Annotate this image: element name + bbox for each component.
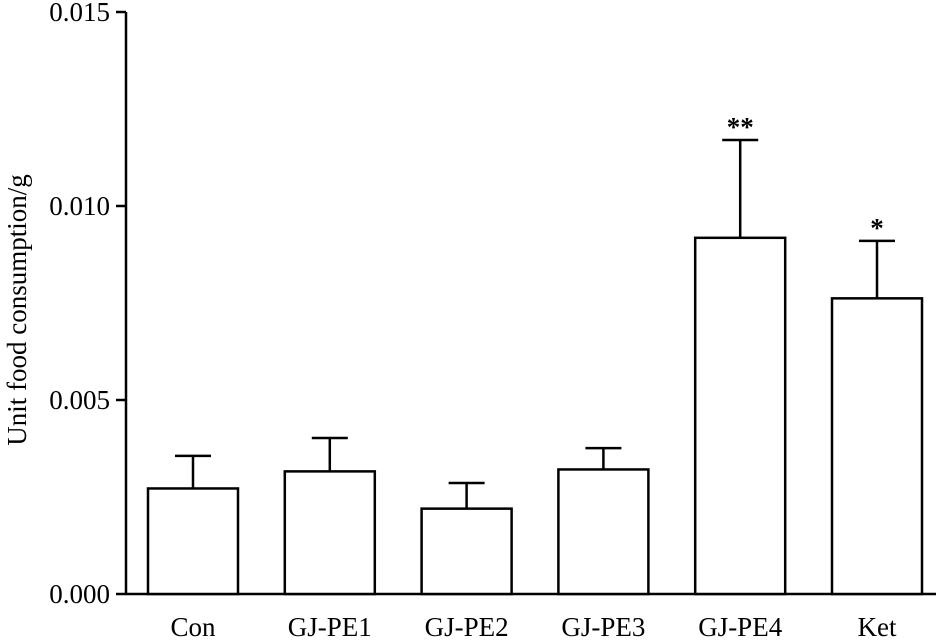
- x-tick-label: Con: [170, 612, 216, 642]
- bar: [283, 470, 377, 596]
- x-tick-label: GJ-PE4: [698, 612, 783, 642]
- y-axis-title: Unit food consumption/g: [2, 174, 32, 446]
- significance-label: *: [870, 213, 884, 243]
- bar: [146, 487, 240, 596]
- axes: [124, 12, 936, 596]
- bars: ***: [146, 112, 924, 596]
- y-axis-ticks: 0.000 0.005 0.010 0.015: [49, 0, 126, 609]
- y-tick-label: 0.015: [49, 0, 110, 27]
- bar: [830, 297, 924, 596]
- bar: [693, 236, 787, 596]
- y-tick-label: 0.005: [49, 385, 110, 415]
- y-tick-label: 0.010: [49, 191, 110, 221]
- x-tick-label: GJ-PE3: [561, 612, 645, 642]
- bar: [557, 468, 650, 596]
- x-tick-label: GJ-PE2: [425, 612, 509, 642]
- significance-label: **: [727, 112, 754, 142]
- bar: [420, 507, 513, 596]
- x-tick-label: Ket: [858, 612, 897, 642]
- y-tick-label: 0.000: [49, 579, 110, 609]
- x-tick-label: GJ-PE1: [288, 612, 372, 642]
- x-axis-labels: Con GJ-PE1 GJ-PE2 GJ-PE3 GJ-PE4 Ket: [170, 612, 896, 642]
